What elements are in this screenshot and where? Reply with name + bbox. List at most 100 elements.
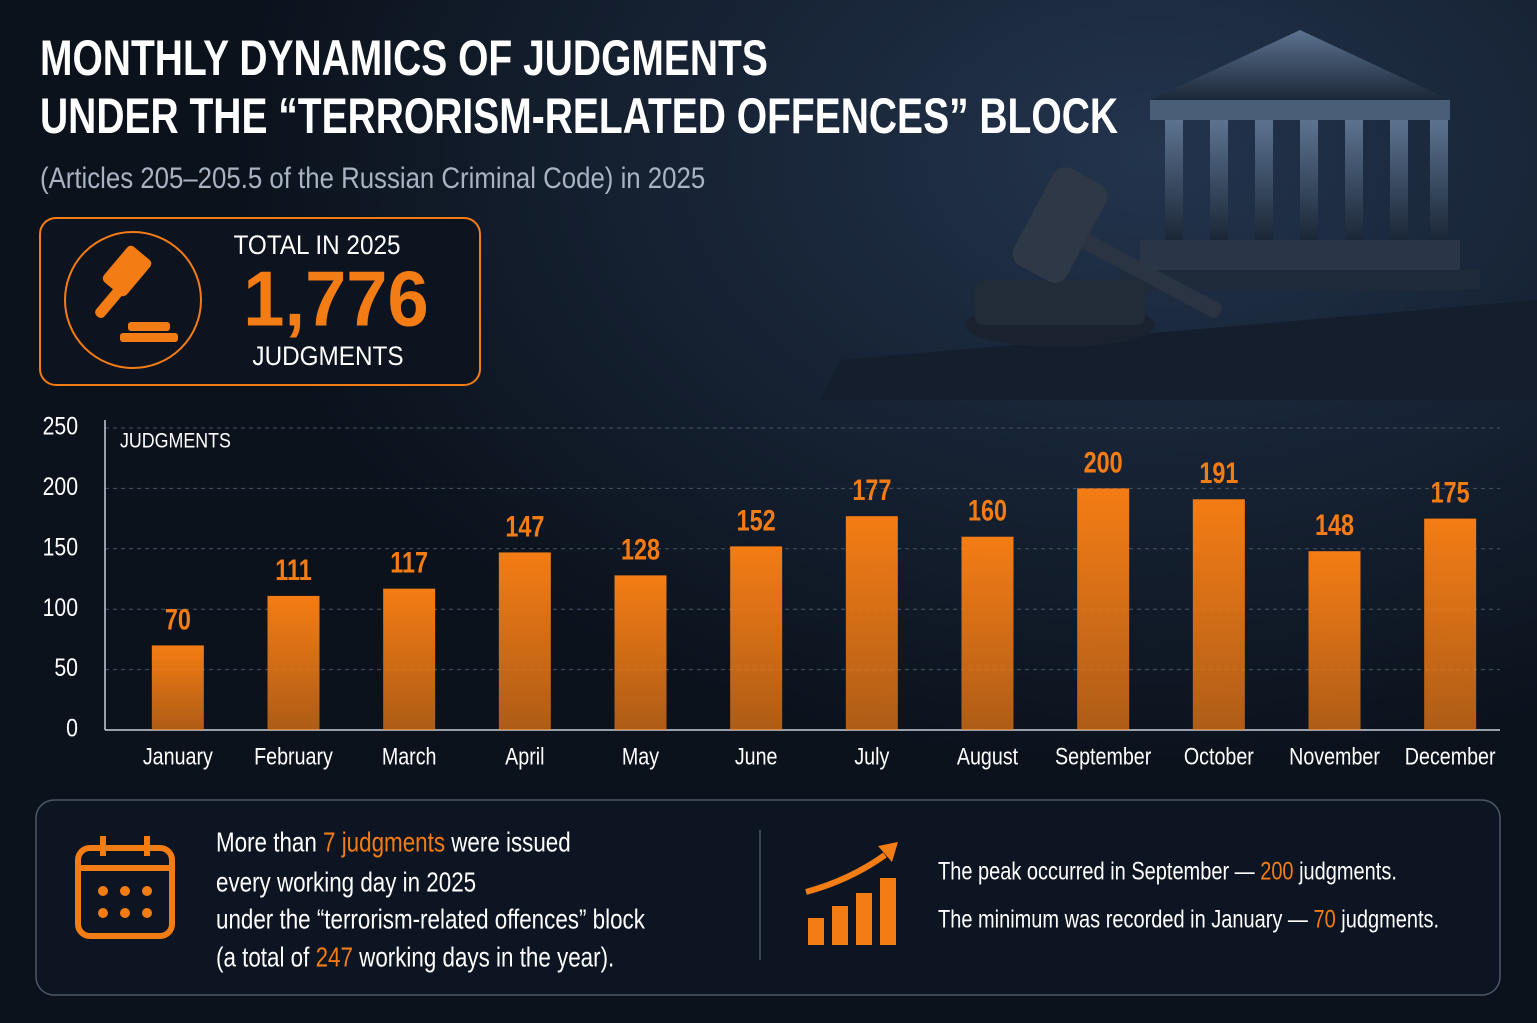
- bar: [498, 552, 551, 730]
- summary-line-group: More than 7 judgments were issued: [216, 827, 571, 858]
- bar: [267, 595, 320, 730]
- x-tick-label: April: [505, 742, 544, 769]
- x-tick-label-group: January: [143, 742, 213, 769]
- x-tick-label-group: October: [1184, 742, 1254, 769]
- y-tick-label-group: 150: [43, 533, 78, 561]
- summary-line-group: The minimum was recorded in January — 70…: [938, 906, 1439, 934]
- value-label: 177: [852, 473, 891, 506]
- y-tick-label-group: 200: [43, 472, 78, 500]
- value-label-group: 177: [852, 473, 891, 506]
- bar: [845, 516, 898, 730]
- value-label-group: 148: [1315, 508, 1354, 541]
- growth-icon: [805, 842, 898, 945]
- value-label-group: 152: [737, 504, 776, 537]
- bar: [1308, 551, 1361, 730]
- y-tick-label: 0: [66, 714, 78, 742]
- x-tick-label: November: [1289, 742, 1380, 769]
- x-tick-label-group: September: [1055, 742, 1151, 769]
- x-tick-label: February: [254, 742, 333, 769]
- y-tick-label-group: 250: [43, 412, 78, 440]
- total-unit-group: JUDGMENTS: [252, 342, 403, 371]
- summary-line: (a total of 247 working days in the year…: [216, 942, 614, 973]
- summary-segment: 70: [1313, 906, 1335, 934]
- bar: [151, 645, 204, 730]
- x-tick-label: December: [1405, 742, 1496, 769]
- value-label-group: 147: [505, 510, 544, 543]
- x-tick-label: May: [622, 742, 659, 769]
- x-tick-label-group: November: [1289, 742, 1380, 769]
- x-tick-label-group: February: [254, 742, 333, 769]
- summary-segment: under the “terrorism-related offences” b…: [216, 904, 645, 935]
- summary-panel: [35, 799, 1501, 996]
- title-line-group: MONTHLY DYNAMICS OF JUDGMENTS: [40, 29, 768, 86]
- summary-line: The minimum was recorded in January — 70…: [938, 906, 1439, 934]
- value-label: 128: [621, 533, 660, 566]
- bar: [961, 536, 1014, 730]
- value-label: 117: [390, 546, 428, 579]
- subtitle-group: (Articles 205–205.5 of the Russian Crimi…: [40, 161, 705, 194]
- total-unit: JUDGMENTS: [252, 342, 403, 371]
- value-label-group: 128: [621, 533, 660, 566]
- summary-line: every working day in 2025: [216, 867, 476, 898]
- y-tick-label-group: 0: [66, 714, 78, 742]
- value-label: 111: [275, 553, 311, 586]
- value-label: 191: [1199, 456, 1238, 489]
- y-tick-label: 100: [43, 593, 78, 621]
- value-label-group: 175: [1431, 476, 1470, 509]
- summary-segment: 200: [1260, 858, 1293, 886]
- value-label-group: 117: [390, 546, 428, 579]
- bar: [614, 575, 667, 730]
- y-tick-label-group: 100: [43, 593, 78, 621]
- x-tick-label-group: December: [1405, 742, 1496, 769]
- summary-line: The peak occurred in September — 200 jud…: [938, 858, 1397, 886]
- summary-segment: 247: [316, 942, 353, 973]
- title-line: MONTHLY DYNAMICS OF JUDGMENTS: [40, 29, 768, 86]
- gavel-illustration: [965, 167, 1222, 347]
- gavel-icon: [95, 245, 178, 342]
- summary-line: More than 7 judgments were issued: [216, 827, 571, 858]
- total-box: [39, 217, 481, 386]
- value-label-group: 160: [968, 494, 1007, 527]
- bar: [383, 588, 436, 730]
- summary-segment: More than: [216, 827, 323, 858]
- y-tick-label: 50: [54, 654, 78, 682]
- value-label-group: 191: [1199, 456, 1238, 489]
- value-label: 70: [165, 603, 191, 636]
- calendar-dots: [98, 886, 152, 918]
- summary-segment: The minimum was recorded in January —: [938, 906, 1313, 934]
- bar: [730, 546, 783, 730]
- total-label: TOTAL IN 2025: [234, 231, 401, 260]
- summary-line-group: every working day in 2025: [216, 867, 476, 898]
- value-label: 160: [968, 494, 1007, 527]
- subtitle: (Articles 205–205.5 of the Russian Crimi…: [40, 161, 705, 194]
- summary-segment: were issued: [445, 827, 571, 858]
- x-tick-label: October: [1184, 742, 1254, 769]
- bar: [1424, 518, 1477, 730]
- value-label: 148: [1315, 508, 1354, 541]
- summary-line-group: under the “terrorism-related offences” b…: [216, 904, 645, 935]
- value-label: 152: [737, 504, 776, 537]
- y-tick-label-group: 50: [54, 654, 78, 682]
- calendar-icon: [75, 836, 175, 939]
- title-line: UNDER THE “TERRORISM-RELATED OFFENCES” B…: [40, 87, 1118, 144]
- bar: [1077, 488, 1130, 730]
- y-tick-label: 250: [43, 412, 78, 440]
- summary-segment: 7 judgments: [323, 827, 445, 858]
- x-tick-label-group: July: [854, 742, 889, 769]
- summary-segment: The peak occurred in September —: [938, 858, 1260, 886]
- x-tick-label: July: [854, 742, 889, 769]
- summary-line-group: The peak occurred in September — 200 jud…: [938, 858, 1397, 886]
- summary-line: under the “terrorism-related offences” b…: [216, 904, 645, 935]
- value-label: 175: [1431, 476, 1470, 509]
- total-label-group: TOTAL IN 2025: [234, 231, 401, 260]
- summary-line-group: (a total of 247 working days in the year…: [216, 942, 614, 973]
- summary-segment: every working day in 2025: [216, 867, 476, 898]
- y-tick-label: 200: [43, 472, 78, 500]
- total-value: 1,776: [243, 256, 428, 343]
- x-tick-label: January: [143, 742, 213, 769]
- courthouse-illustration: [820, 30, 1537, 400]
- value-label-group: 70: [165, 603, 191, 636]
- y-axis-label: JUDGMENTS: [120, 429, 231, 453]
- value-label: 147: [505, 510, 544, 543]
